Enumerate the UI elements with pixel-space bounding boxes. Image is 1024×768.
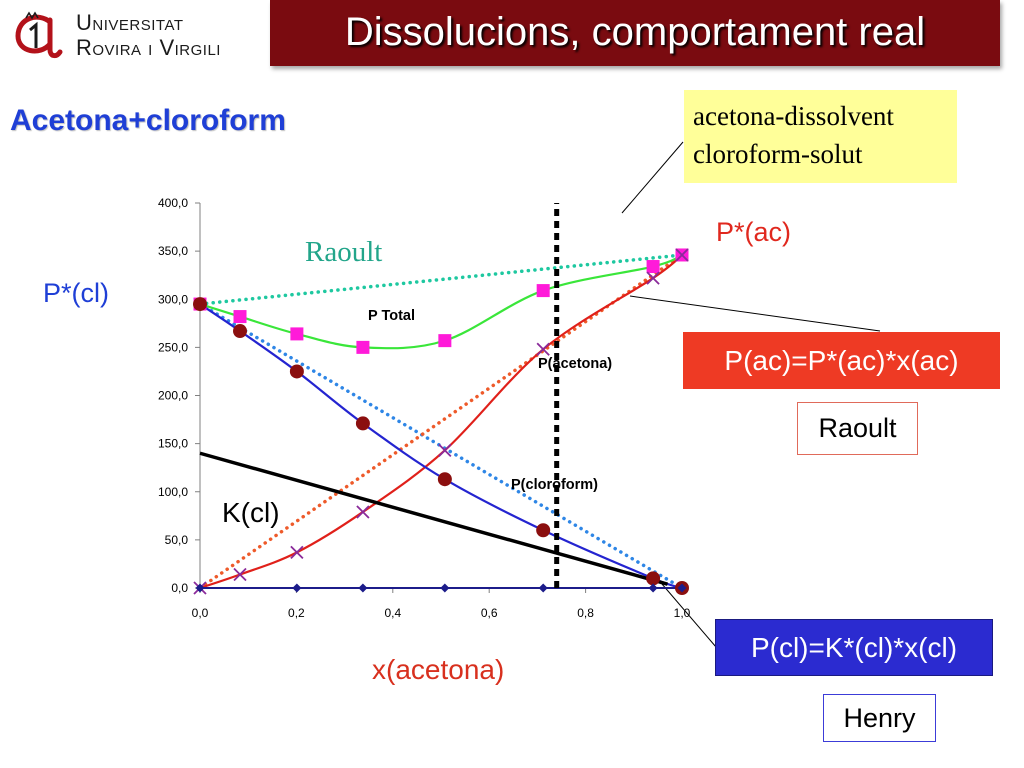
series-p-total-point [356,340,370,354]
y-tick-label: 300,0 [158,292,188,306]
emblem-tail [47,17,63,59]
henry-constant-label: K(cl) [222,497,280,528]
p-total-series-label: P Total [368,308,415,324]
y-tick-label: 0,0 [171,581,188,595]
series-baseline-point [195,583,205,593]
series-p-cloroform-point [289,364,304,379]
logo-line-2: Rovira i Virgili [76,35,221,60]
x-tick-label: 0,0 [192,606,209,620]
x-tick-label: 0,4 [384,606,401,620]
chart-layer-overlay [199,203,669,588]
emblem-crown [25,11,39,20]
emblem-figure [29,21,38,48]
series-p-total-point [646,260,660,274]
x-tick-label: 0,8 [577,606,594,620]
x-tick-label: 1,0 [674,606,691,620]
series-p-total-point [233,310,247,324]
henry-law-equation: P(cl)=K*(cl)*x(cl) [715,619,993,676]
raoult-line-label: Raoult [305,236,383,268]
y-tick-label: 250,0 [158,340,188,354]
p-acetona-series-label: P(acetona) [538,356,613,372]
raoult-law-tag: Raoult [797,402,918,455]
series-p-acetona-point [438,443,452,457]
series-baseline-point [648,583,658,593]
note-line-solvent: acetona-dissolvent [693,101,894,131]
solvent-solute-note: acetona-dissolvent cloroform-solut [684,90,957,183]
x-axis-title: x(acetona) [372,654,505,685]
title-bar: Dissolucions, comportament real [270,0,1000,66]
x-tick-label: 0,6 [481,606,498,620]
raoult-connector-line [629,295,881,332]
series-p-total-line [199,253,683,350]
y-tick-label: 100,0 [158,485,188,499]
series-baseline-point [292,583,302,593]
logo-line-1: Universitat [76,10,184,35]
henry-law-line [199,451,669,586]
x-tick-label: 0,2 [288,606,305,620]
y-tick-label: 150,0 [158,437,188,451]
series-baseline-point [538,583,548,593]
series-p-cloroform-line [199,303,683,590]
series-baseline-point [440,583,450,593]
university-logo: Universitat Rovira i Virgili [8,4,248,64]
henry-connector-line [661,583,717,648]
series-p-cloroform-point [646,571,661,586]
series-baseline-point [677,583,687,593]
series-p-cloroform-point [193,297,207,312]
y-tick-label: 400,0 [158,196,188,210]
series-p-acetona-point [233,567,247,582]
series-p-total-point [536,284,550,298]
y-tick-label: 50,0 [165,533,189,547]
university-name: Universitat Rovira i Virgili [76,10,221,60]
p-cloroform-series-label: P(cloroform) [511,477,598,493]
y-tick-label: 200,0 [158,389,188,403]
chart-layer-markers [193,248,689,595]
raoult-ideal-dotted-line [198,302,684,590]
chart-layer-axes: 0,0 50,0 100,0 150,0 200,0 250,0 300,0 350,0 400… [158,196,691,620]
raoult-law-equation: P(ac)=P*(ac)*x(ac) [683,332,1000,389]
series-p-acetona-point [536,342,550,356]
slide-subtitle: Acetona+cloroform [10,104,286,137]
series-baseline-point [358,583,368,593]
series-p-acetona-point [356,505,370,519]
y-tick-label: 350,0 [158,244,188,258]
series-p-acetona-point [646,271,660,285]
series-p-acetona-line [199,254,683,590]
emblem-swirl [15,14,53,54]
note-line-solute: cloroform-solut [693,139,863,169]
p-star-cl-label: P*(cl) [43,278,109,308]
series-p-cloroform-point [437,472,452,487]
series-p-cloroform-point [536,523,551,538]
raoult-ideal-dotted-line [198,253,684,306]
slide-title: Dissolucions, comportament real [344,10,926,54]
series-p-cloroform-point [233,324,248,339]
series-p-acetona-point [290,545,304,560]
henry-law-tag: Henry [823,694,936,742]
note-connector-line [621,141,684,214]
series-p-total-point [290,327,304,341]
series-p-cloroform-point [355,416,370,431]
p-star-ac-label: P*(ac) [716,217,792,247]
series-p-acetona-point [675,248,689,262]
university-emblem-icon [15,11,63,59]
series-p-total-point [438,334,452,348]
